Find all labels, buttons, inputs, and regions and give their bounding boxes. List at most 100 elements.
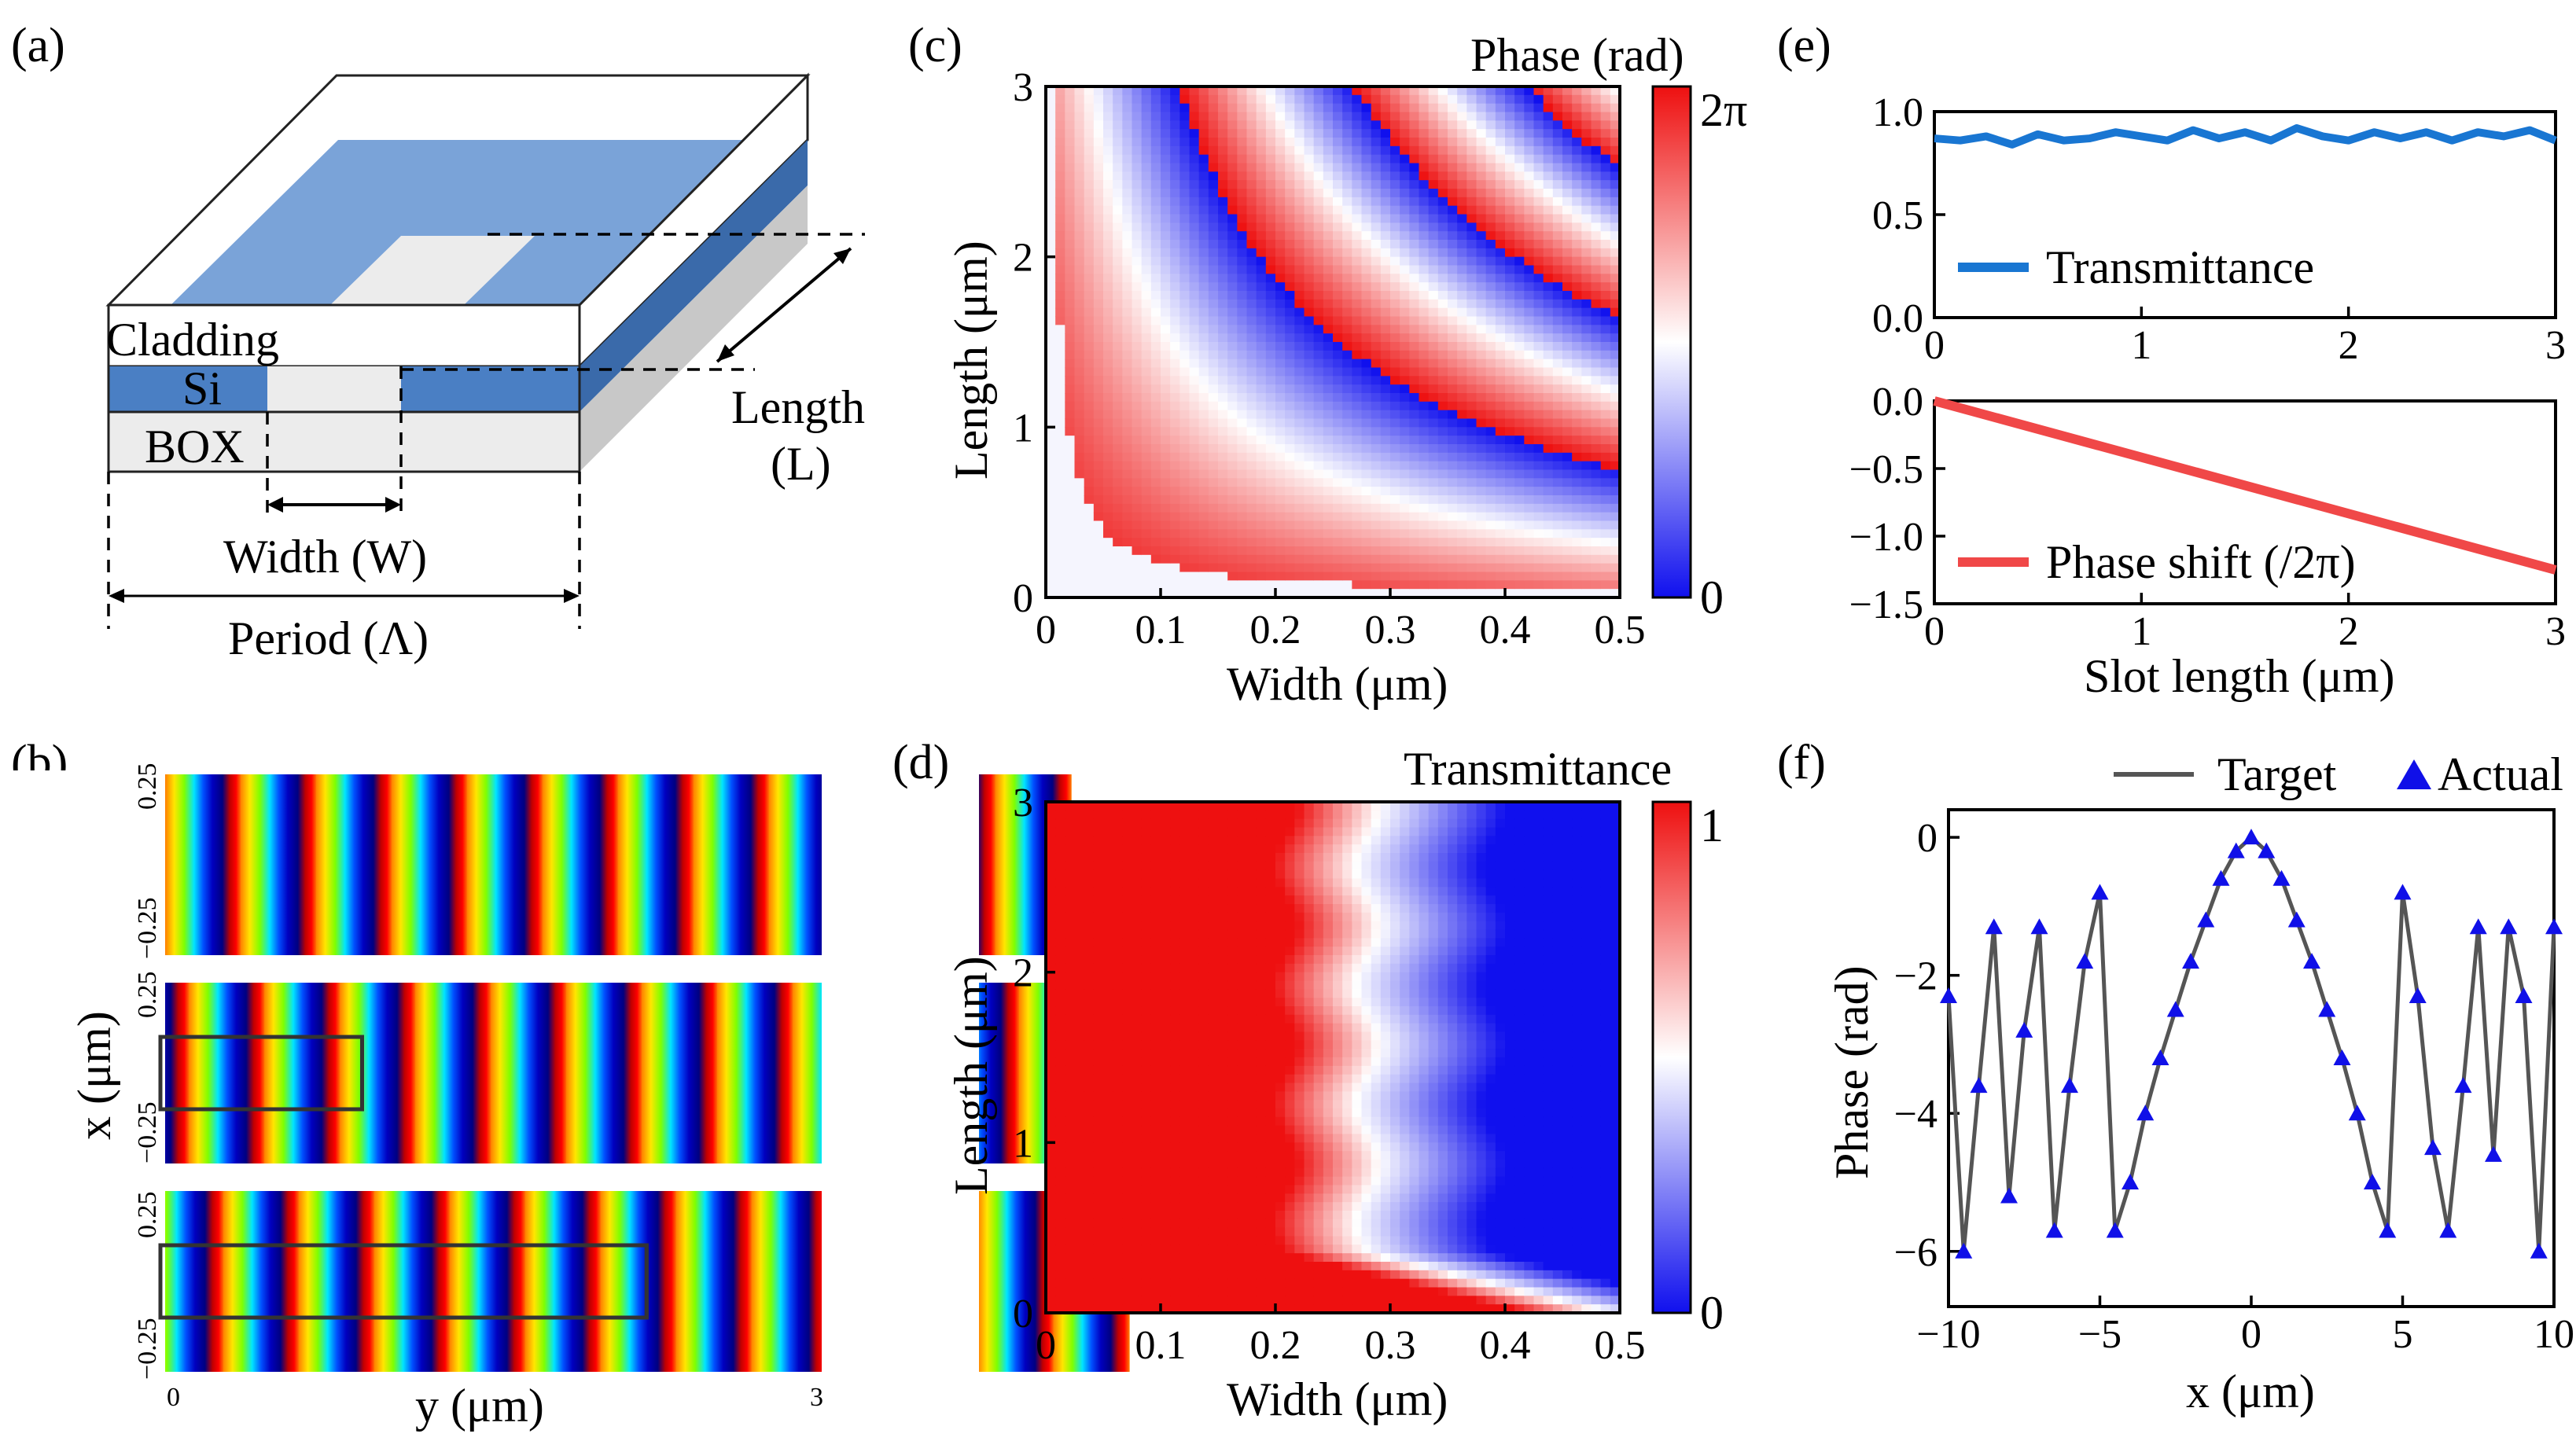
heat-cell — [1313, 358, 1324, 369]
heat-cell — [1581, 358, 1592, 369]
heat-cell — [1419, 307, 1430, 318]
heat-cell — [1409, 487, 1420, 496]
heat-cell — [1093, 1049, 1104, 1058]
heat-cell — [1495, 333, 1506, 343]
heat-cell — [1065, 384, 1076, 394]
heat-cell — [1132, 955, 1143, 965]
heat-cell — [1046, 358, 1056, 369]
heat-cell — [1581, 444, 1592, 454]
heat-cell — [1361, 342, 1372, 351]
heat-cell — [1591, 401, 1602, 411]
heat-cell — [1218, 844, 1228, 854]
heat-cell — [1189, 861, 1200, 871]
heat-cell — [1380, 342, 1391, 351]
heat-cell — [1103, 589, 1113, 597]
heat-cell — [1419, 384, 1430, 394]
heat-cell — [1552, 487, 1563, 496]
heat-cell — [1132, 963, 1143, 973]
heat-cell — [1380, 86, 1391, 96]
heat-cell — [1437, 129, 1448, 138]
heat-cell — [1179, 342, 1190, 351]
heat-cell — [1428, 222, 1439, 232]
heat-cell — [1543, 461, 1554, 471]
heat-cell — [1323, 197, 1334, 207]
heat-cell — [1132, 1006, 1143, 1016]
heat-cell — [1074, 222, 1085, 232]
heat-cell — [1476, 393, 1487, 403]
heat-cell — [1581, 342, 1592, 351]
heat-cell — [1198, 1049, 1209, 1058]
heat-cell — [1065, 1160, 1076, 1169]
heat-cell — [1514, 469, 1525, 479]
heat-cell — [1046, 129, 1056, 138]
heat-cell — [1074, 1014, 1085, 1024]
heat-cell — [1591, 520, 1602, 530]
heat-cell — [1065, 393, 1076, 403]
heat-cell — [1132, 810, 1143, 820]
heat-cell — [1208, 1160, 1219, 1169]
heat-cell — [1514, 546, 1525, 556]
heat-cell — [1428, 256, 1439, 267]
heat-cell — [1237, 282, 1248, 292]
heat-cell — [1141, 393, 1152, 403]
heat-cell — [1237, 291, 1248, 300]
heat-cell — [1371, 478, 1382, 487]
heat-cell — [1046, 1296, 1056, 1305]
heat-cell — [1581, 572, 1592, 581]
heat-cell — [1141, 853, 1152, 862]
heat-cell — [1208, 376, 1219, 385]
heat-cell — [1218, 256, 1228, 267]
heat-cell — [1390, 444, 1400, 454]
heat-cell — [1208, 1262, 1219, 1271]
heat-cell — [1285, 401, 1295, 411]
heat-cell — [1198, 350, 1209, 360]
heat-cell — [1352, 231, 1363, 241]
heat-cell — [1476, 205, 1487, 215]
heat-cell — [1361, 103, 1372, 113]
heat-cell — [1342, 495, 1352, 505]
heat-cell — [1208, 1040, 1219, 1050]
heat-cell — [1046, 231, 1056, 241]
heat-cell — [1227, 1074, 1238, 1084]
heat-cell — [1141, 282, 1152, 292]
panel-b-xlabel: y (μm) — [415, 1380, 544, 1432]
heat-cell — [1208, 938, 1219, 947]
heat-cell — [1198, 1134, 1209, 1143]
heat-cell — [1055, 554, 1065, 564]
heat-cell — [1237, 469, 1248, 479]
heat-cell — [1093, 1134, 1104, 1143]
heat-cell — [1141, 205, 1152, 215]
heat-cell — [1084, 563, 1095, 573]
heat-cell — [1400, 546, 1410, 556]
heat-cell — [1198, 274, 1209, 283]
heat-cell — [1400, 342, 1410, 351]
panel-a-label: (a) — [11, 19, 65, 72]
heat-cell — [1074, 325, 1085, 334]
heat-cell — [1084, 1100, 1095, 1109]
heat-cell — [1198, 1023, 1209, 1033]
heat-cell — [1189, 853, 1200, 862]
heat-cell — [1591, 282, 1602, 292]
heat-cell — [1409, 358, 1420, 369]
heat-cell — [1256, 316, 1267, 325]
heat-cell — [1428, 180, 1439, 189]
heat-cell — [1132, 529, 1143, 539]
heat-cell — [1103, 256, 1113, 267]
heat-cell — [1285, 256, 1295, 267]
heat-cell — [1505, 316, 1515, 325]
heat-cell — [1218, 1227, 1228, 1237]
heat-cell — [1122, 818, 1133, 829]
heat-cell — [1189, 299, 1200, 309]
heat-cell — [1189, 452, 1200, 462]
heat-cell — [1256, 189, 1267, 198]
heat-cell — [1419, 478, 1430, 487]
heat-cell — [1179, 1116, 1190, 1127]
heat-cell — [1189, 529, 1200, 539]
heat-cell — [1103, 1134, 1113, 1143]
heat-cell — [1457, 358, 1467, 369]
panel-d: (d) Transmittance 1 0 0 0.1 0.2 0.3 0.4 0.501… — [892, 736, 1724, 1425]
heat-cell — [1218, 461, 1228, 471]
heat-cell — [1428, 189, 1439, 198]
heat-cell — [1552, 103, 1563, 113]
heat-cell — [1132, 887, 1143, 896]
